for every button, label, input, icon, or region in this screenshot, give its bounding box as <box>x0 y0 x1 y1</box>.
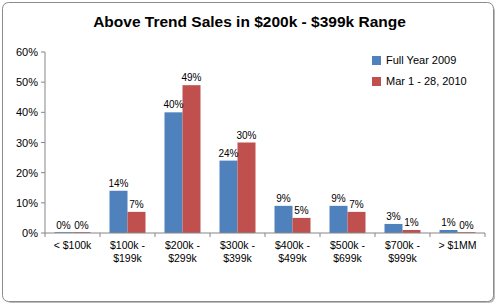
label-line: $199k <box>113 252 142 264</box>
y-tick-label: 0% <box>22 227 38 239</box>
data-label: 7% <box>129 199 144 210</box>
y-tick-label: 30% <box>16 137 38 149</box>
data-label: 40% <box>163 99 183 110</box>
bar <box>165 112 183 233</box>
data-label: 5% <box>294 205 309 216</box>
label-line: $499k <box>278 252 307 264</box>
x-tick-label: $400k -$499k <box>275 239 311 264</box>
frame <box>3 3 494 302</box>
y-tick <box>41 142 45 143</box>
x-tick <box>375 233 376 237</box>
bars <box>55 85 476 233</box>
legend-swatch <box>372 77 381 86</box>
y-tick-label: 40% <box>16 106 38 118</box>
data-label: 1% <box>404 217 419 228</box>
bar <box>348 212 366 233</box>
legend-label: Mar 1 - 28, 2010 <box>386 75 467 87</box>
data-label: 0% <box>74 220 89 231</box>
y-tick-label: 50% <box>16 76 38 88</box>
x-tick <box>485 233 486 237</box>
bar <box>128 212 146 233</box>
y-tick-label: 60% <box>16 46 38 58</box>
x-tick-label: $500k -$699k <box>330 239 366 264</box>
y-tick-label: 20% <box>16 167 38 179</box>
chart: Above Trend Sales in $200k - $399k Range… <box>0 0 499 307</box>
label-line: $100k - <box>110 239 146 251</box>
data-label: 49% <box>181 72 201 83</box>
label-line: $200k - <box>165 239 201 251</box>
page: {"chart_data": { "type": "bar", "title":… <box>0 0 499 307</box>
data-label: 9% <box>276 193 291 204</box>
y-tick <box>41 233 45 234</box>
legend-label: Full Year 2009 <box>386 54 456 66</box>
bar <box>238 143 256 234</box>
label-line: $500k - <box>330 239 366 251</box>
bar <box>330 206 348 233</box>
x-tick <box>265 233 266 237</box>
label-line: $300k - <box>220 239 256 251</box>
data-label: 7% <box>349 199 364 210</box>
data-label: 3% <box>386 211 401 222</box>
y-tick <box>41 172 45 173</box>
data-labels: 0%14%40%24%9%9%3%1%0%7%49%30%5%7%1%0% <box>56 72 474 231</box>
bar <box>293 218 311 233</box>
bar <box>385 224 403 233</box>
data-label: 1% <box>441 217 456 228</box>
bar <box>110 191 128 233</box>
title: Above Trend Sales in $200k - $399k Range <box>93 13 406 30</box>
label-line: $299k <box>168 252 197 264</box>
bar <box>183 85 201 233</box>
bar <box>275 206 293 233</box>
x-tick-label: > $1MM <box>438 239 476 251</box>
legend: Full Year 2009 Mar 1 - 28, 2010 <box>372 54 467 87</box>
data-label: 0% <box>56 220 71 231</box>
bar <box>220 161 238 233</box>
x-tick-label: $100k -$199k <box>110 239 146 264</box>
label-line: $699k <box>333 252 362 264</box>
y-tick <box>41 52 45 53</box>
data-label: 0% <box>459 220 474 231</box>
x-tick-label: < $100k <box>54 239 92 251</box>
x-tick <box>320 233 321 237</box>
data-label: 9% <box>331 193 346 204</box>
legend-swatch <box>372 56 381 65</box>
label-line: $700k - <box>385 239 421 251</box>
x-tick-label: $200k -$299k <box>165 239 201 264</box>
x-tick <box>155 233 156 237</box>
label-line: $999k <box>388 252 417 264</box>
x-tick <box>210 233 211 237</box>
data-label: 30% <box>236 130 256 141</box>
x-tick <box>45 233 46 237</box>
y-tick-label: 10% <box>16 197 38 209</box>
y-axis <box>45 52 46 233</box>
label-line: $399k <box>223 252 252 264</box>
y-tick <box>41 112 45 113</box>
label-line: $400k - <box>275 239 311 251</box>
x-tick <box>100 233 101 237</box>
y-tick <box>41 82 45 83</box>
y-tick <box>41 202 45 203</box>
x-tick-label: $700k -$999k <box>385 239 421 264</box>
x-tick-label: $300k -$399k <box>220 239 256 264</box>
x-tick <box>430 233 431 237</box>
data-label: 24% <box>218 148 238 159</box>
data-label: 14% <box>108 178 128 189</box>
